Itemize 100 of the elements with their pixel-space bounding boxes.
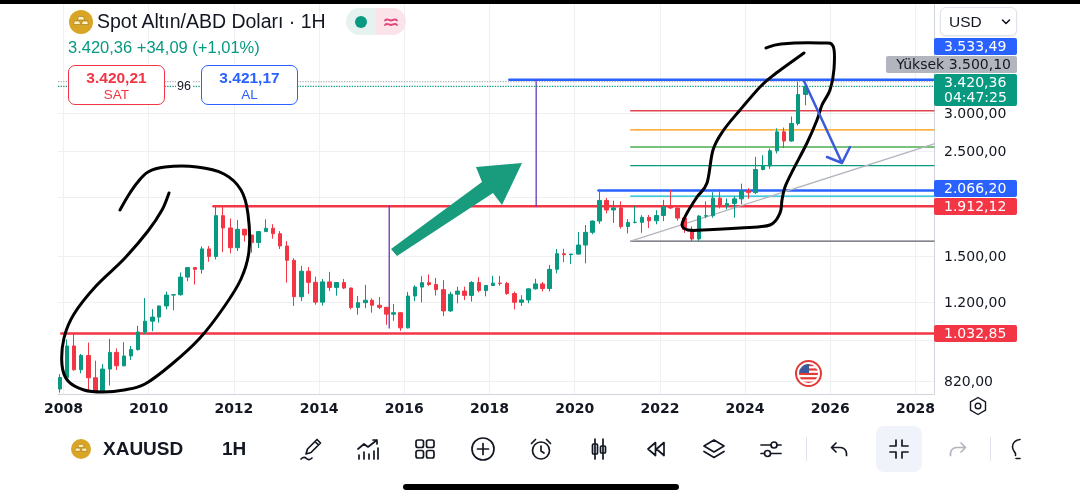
- candlestick: [633, 205, 637, 224]
- candlestick: [406, 291, 410, 329]
- candlestick: [455, 286, 460, 304]
- candlestick: [264, 218, 268, 233]
- candlestick: [370, 297, 374, 314]
- candlestick: [86, 342, 91, 391]
- candlestick: [441, 279, 446, 317]
- candlestick: [320, 278, 325, 307]
- candlestick: [498, 275, 502, 287]
- candlestick: [214, 205, 218, 260]
- candlestick: [469, 280, 474, 303]
- candlestick: [377, 296, 382, 310]
- candlestick: [782, 127, 786, 149]
- candlestick: [285, 240, 289, 284]
- text: 1H: [222, 438, 247, 460]
- candlestick: [108, 338, 112, 387]
- candlestick: [626, 218, 630, 234]
- candlestick: [306, 266, 311, 295]
- x-tick-label: 2022: [640, 400, 680, 416]
- candlestick: [583, 224, 588, 264]
- candlestick: [597, 189, 602, 225]
- candlestick: [207, 245, 211, 263]
- candlestick: [519, 294, 524, 307]
- candlestick: [555, 248, 559, 274]
- candlestick: [462, 286, 467, 301]
- y-tick-label: 3.000,00: [944, 105, 1007, 122]
- y-tick-label: 2.500,00: [944, 143, 1007, 160]
- candlestick: [278, 230, 282, 250]
- candlestick: [193, 266, 197, 286]
- candlestick: [228, 217, 233, 254]
- data-label: 2.066,20: [934, 179, 1017, 197]
- candlestick: [739, 183, 744, 205]
- x-tick-label: 2008: [44, 400, 83, 416]
- candlestick: [704, 200, 708, 219]
- candlestick: [569, 253, 573, 265]
- x-tick-label: 2020: [555, 400, 595, 416]
- candlestick: [292, 257, 296, 307]
- candlestick: [711, 191, 715, 219]
- x-tick-label: 2024: [725, 400, 765, 416]
- candlestick: [58, 373, 62, 394]
- y-tick-label: 820,00: [944, 373, 993, 390]
- candlestick: [661, 199, 666, 222]
- candlestick: [129, 345, 133, 361]
- x-tick-label: 2010: [129, 400, 169, 416]
- text: XAUUSD: [103, 438, 184, 460]
- candlestick: [299, 265, 304, 302]
- candlestick: [271, 223, 275, 240]
- x-tick-label: 2026: [810, 400, 850, 416]
- y-tick-label: 1.200,00: [944, 294, 1007, 311]
- candlestick: [164, 291, 169, 310]
- candlestick: [334, 281, 339, 297]
- candlestick: [512, 291, 517, 310]
- candlestick: [143, 297, 147, 335]
- buy-button: 3.421,17 AL: [201, 65, 298, 105]
- candlestick: [242, 228, 247, 243]
- x-tick-label: 2028: [895, 400, 935, 416]
- candlestick: [491, 275, 495, 287]
- candlestick: [654, 209, 659, 225]
- candlestick: [775, 127, 779, 154]
- candlestick: [150, 308, 155, 332]
- annotation: 3.421,17: [218, 69, 281, 87]
- data-label: 3.533,49: [934, 38, 1017, 55]
- candlestick: [122, 341, 126, 367]
- chart-title: Spot Altın/ABD Doları · 1H: [97, 10, 326, 33]
- annotation: 96: [176, 78, 192, 94]
- candlestick: [391, 303, 396, 322]
- candlestick: [533, 278, 538, 291]
- candlestick: [313, 276, 318, 306]
- candlestick: [349, 287, 353, 310]
- data-label: 1.032,85: [934, 324, 1017, 342]
- dropdown: USD: [940, 7, 1017, 36]
- candlestick: [327, 271, 332, 292]
- candlestick: [746, 187, 751, 200]
- x-tick-label: 2012: [214, 400, 254, 416]
- candlestick: [136, 325, 140, 352]
- ref-line-label: Yüksek 3.500,10: [886, 56, 1017, 73]
- candlestick: [65, 338, 69, 379]
- candlestick: [789, 116, 794, 143]
- candlestick: [342, 278, 346, 290]
- ref-line-label: 3.420,36 04:47:25: [934, 74, 1017, 106]
- x-tick-label: 2018: [470, 400, 510, 416]
- candlestick: [562, 248, 566, 263]
- candlestick: [540, 281, 545, 292]
- candlestick: [505, 281, 509, 296]
- candlestick: [256, 230, 261, 249]
- annotation: SAT: [102, 87, 131, 103]
- candlestick: [484, 284, 488, 297]
- candlestick: [611, 200, 616, 224]
- candlestick: [526, 288, 531, 304]
- candlestick: [171, 293, 176, 311]
- candlestick: [477, 276, 481, 293]
- candlestick: [732, 195, 737, 219]
- annotation: 3.420,21: [85, 69, 148, 87]
- candlestick: [434, 277, 438, 297]
- candlestick: [157, 305, 161, 324]
- candlestick: [235, 219, 240, 252]
- candlestick: [185, 266, 190, 282]
- x-tick-label: 2014: [299, 400, 339, 416]
- data-label: 1.912,12: [934, 197, 1017, 215]
- candlestick: [576, 231, 581, 255]
